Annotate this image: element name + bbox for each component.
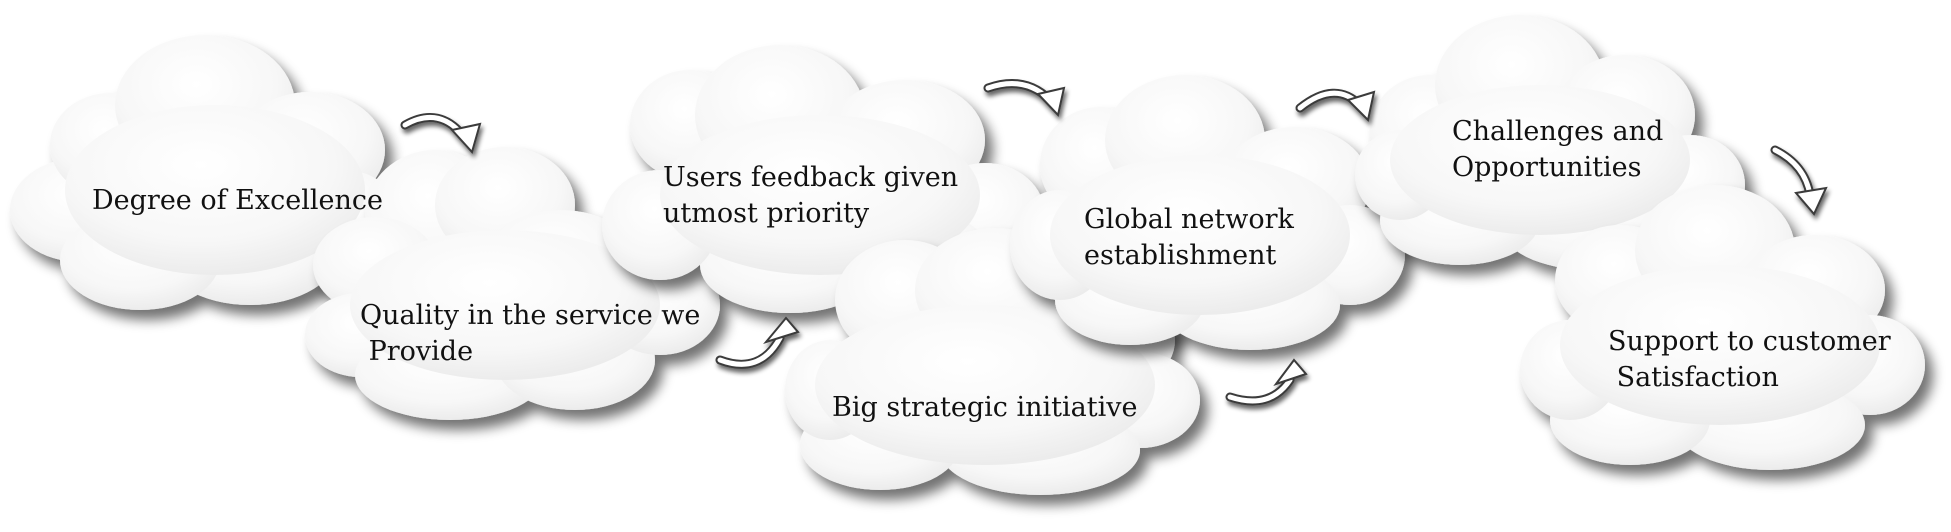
cloud-feedback (602, 45, 1045, 313)
cloud-global (1010, 75, 1405, 350)
arrow-4 (1225, 358, 1308, 406)
cloud-support (1520, 185, 1925, 470)
label-support: Support to customer Satisfaction (1608, 326, 1891, 393)
arrow-2 (715, 316, 800, 369)
label-global: Global network establishment (1084, 204, 1294, 271)
cloud-degree (10, 35, 400, 310)
label-degree: Degree of Excellence (92, 185, 383, 216)
arrow-3 (983, 79, 1066, 118)
label-strategic: Big strategic initiative (832, 392, 1138, 423)
label-challenges: Challenges and Opportunities (1452, 116, 1664, 183)
cloud-quality (305, 147, 720, 420)
arrow-1 (400, 113, 482, 155)
label-quality: Quality in the service we Provide (360, 300, 701, 367)
arrow-5 (1295, 88, 1376, 123)
arrow-6 (1770, 145, 1828, 216)
label-feedback: Users feedback given utmost priority (663, 162, 959, 229)
